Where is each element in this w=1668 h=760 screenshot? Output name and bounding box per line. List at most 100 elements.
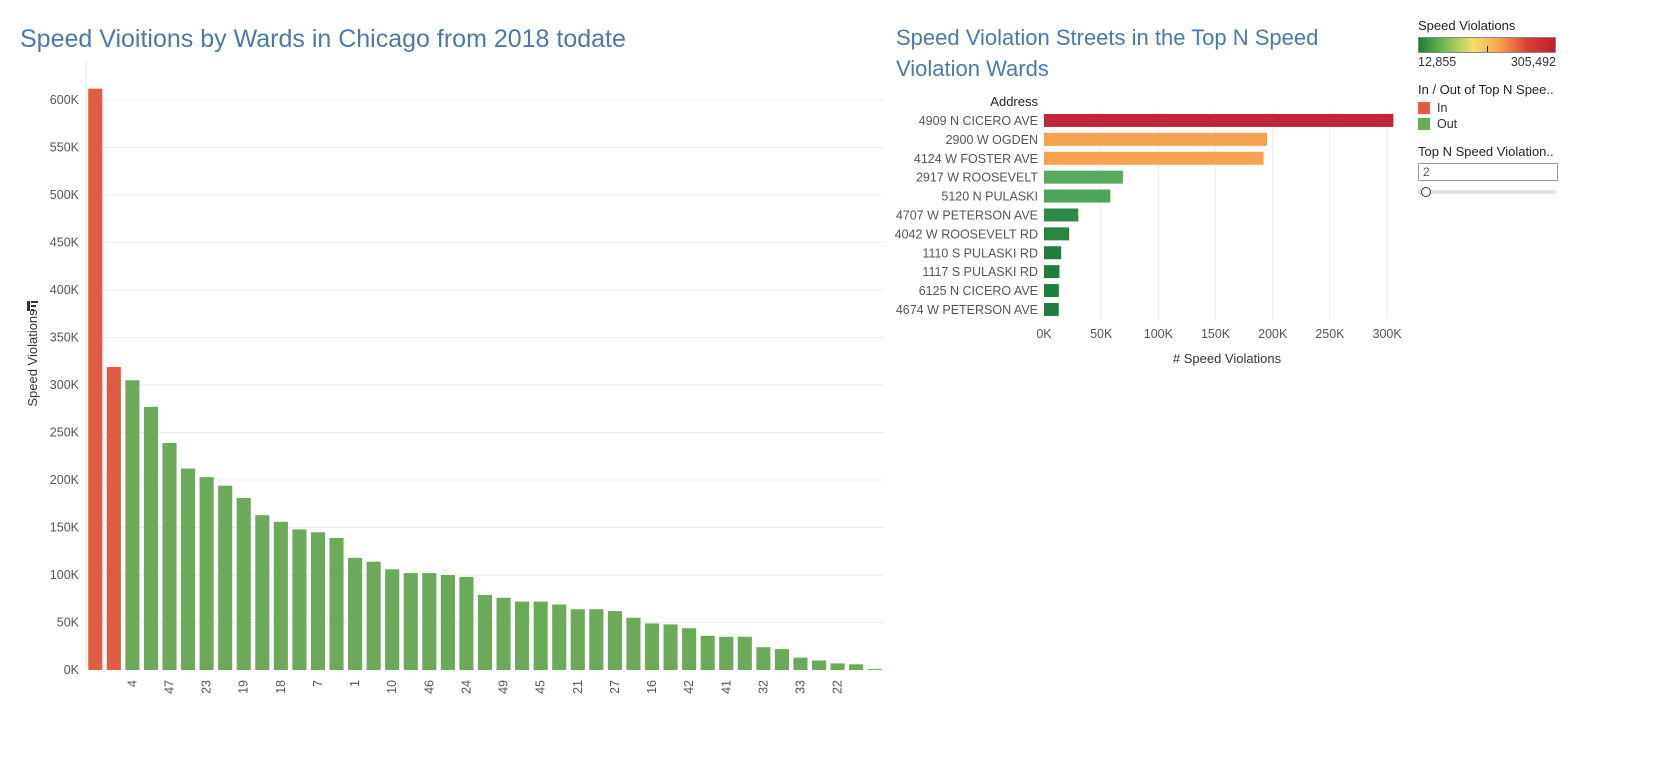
ward-bar[interactable] <box>422 573 437 670</box>
street-label: 5120 N PULASKI <box>941 190 1038 204</box>
ward-bar[interactable] <box>348 557 363 670</box>
ward-bar[interactable] <box>125 380 140 670</box>
x-tick-label: 16 <box>645 680 659 694</box>
ward-bar[interactable] <box>459 576 474 670</box>
ward-bar[interactable] <box>663 624 678 670</box>
street-bar[interactable] <box>1044 113 1394 127</box>
ward-bar-chart: 0K 50K 100K 150K 200K 250K 300K 350K 400K 450K 500… <box>25 62 884 694</box>
ward-bar[interactable] <box>366 561 381 670</box>
ward-bar[interactable] <box>496 597 511 670</box>
top-n-input[interactable] <box>1418 163 1558 181</box>
street-label: 1110 S PULASKI RD <box>922 246 1038 260</box>
left-x-axis: 4 47 23 19 18 7 1 10 46 24 49 45 21 27 16 42 41 32 33 22 <box>125 680 844 694</box>
ward-bar[interactable] <box>477 594 493 670</box>
ward-bar[interactable] <box>756 647 771 670</box>
x-tick-label: 18 <box>274 680 288 694</box>
ward-bar[interactable] <box>181 468 196 670</box>
ward-bar[interactable] <box>440 575 455 670</box>
right-x-axis-label: # Speed Violations <box>1173 351 1282 366</box>
y-tick-label: 450K <box>50 236 80 250</box>
x-tick-label: 32 <box>756 680 770 694</box>
street-bar[interactable] <box>1044 265 1060 279</box>
ward-bar[interactable] <box>199 477 214 670</box>
param-title: Top N Speed Violation.. <box>1418 144 1554 159</box>
street-bar[interactable] <box>1044 208 1079 222</box>
street-bar[interactable] <box>1044 302 1059 316</box>
left-bars <box>88 88 882 671</box>
ward-bar[interactable] <box>607 611 622 670</box>
left-y-axis: 0K 50K 100K 150K 200K 250K 300K 350K 400K 450K 500… <box>50 93 80 677</box>
x-tick-label: 4 <box>125 680 139 687</box>
x-tick-label: 0K <box>1036 327 1052 341</box>
ward-bar[interactable] <box>292 529 307 670</box>
ward-bar[interactable] <box>255 515 270 670</box>
ward-bar[interactable] <box>682 628 697 670</box>
x-tick-label: 46 <box>422 680 436 694</box>
ward-bar[interactable] <box>589 609 604 670</box>
legend-item-out[interactable]: Out <box>1418 117 1658 131</box>
legend-item-in[interactable]: In <box>1418 101 1658 115</box>
ward-bar[interactable] <box>830 663 845 670</box>
street-bar[interactable] <box>1044 227 1070 241</box>
legend-swatch-in <box>1418 102 1430 114</box>
street-bar[interactable] <box>1044 132 1268 146</box>
y-tick-label: 350K <box>50 331 80 345</box>
x-tick-label: 24 <box>459 680 473 694</box>
ward-bar[interactable] <box>218 485 233 670</box>
street-label: 1117 S PULASKI RD <box>922 265 1038 279</box>
top-n-slider[interactable] <box>1418 187 1556 197</box>
ward-bar[interactable] <box>88 88 103 671</box>
y-tick-label: 550K <box>50 141 80 155</box>
x-tick-label: 47 <box>163 680 177 694</box>
y-tick-label: 0K <box>64 663 80 677</box>
legend-label-out: Out <box>1437 117 1458 131</box>
ward-bar[interactable] <box>162 442 177 670</box>
right-row-labels: 4909 N CICERO AVE 2900 W OGDEN 4124 W FOST… <box>895 114 1039 317</box>
ward-bar[interactable] <box>867 669 882 671</box>
y-tick-label: 600K <box>50 93 80 107</box>
street-bar[interactable] <box>1044 170 1123 184</box>
street-bar[interactable] <box>1044 151 1264 165</box>
x-tick-label: 200K <box>1258 327 1288 341</box>
ward-bar[interactable] <box>737 636 752 670</box>
ward-bar[interactable] <box>329 537 344 670</box>
street-label: 2917 W ROOSEVELT <box>916 171 1038 185</box>
right-x-axis: 0K 50K 100K 150K 200K 250K 300K <box>1036 327 1402 341</box>
x-tick-label: 250K <box>1315 327 1345 341</box>
ward-bar[interactable] <box>552 604 567 670</box>
ward-bar[interactable] <box>310 532 326 670</box>
ward-bar[interactable] <box>774 649 789 670</box>
ward-bar[interactable] <box>236 498 251 670</box>
ward-bar[interactable] <box>626 617 641 670</box>
ward-bar[interactable] <box>570 609 585 670</box>
ward-bar[interactable] <box>811 660 827 671</box>
ward-bar[interactable] <box>143 406 159 670</box>
x-tick-label: 21 <box>571 680 585 694</box>
y-tick-label: 250K <box>50 426 80 440</box>
x-tick-label: 1 <box>348 680 362 687</box>
ward-bar[interactable] <box>403 573 418 670</box>
ward-bar[interactable] <box>644 623 660 670</box>
street-label: 2900 W OGDEN <box>946 133 1038 147</box>
ward-bar[interactable] <box>533 601 548 670</box>
street-bar[interactable] <box>1044 189 1111 203</box>
ward-bar[interactable] <box>700 635 715 670</box>
ward-bar[interactable] <box>273 521 288 670</box>
right-bars <box>1044 113 1394 316</box>
street-bar[interactable] <box>1044 246 1062 260</box>
ward-bar[interactable] <box>515 601 530 670</box>
ward-bar[interactable] <box>793 657 808 670</box>
ward-bar[interactable] <box>106 366 121 670</box>
ward-bar[interactable] <box>719 636 734 670</box>
left-chart-title: Speed Vioitions by Wards in Chicago from… <box>20 25 626 53</box>
sort-icon[interactable] <box>27 301 38 311</box>
y-tick-label: 150K <box>50 521 80 535</box>
street-bar[interactable] <box>1044 284 1059 298</box>
ward-bar[interactable] <box>849 664 864 670</box>
y-tick-label: 50K <box>57 616 80 630</box>
ward-bar[interactable] <box>385 569 400 670</box>
y-tick-label: 200K <box>50 473 80 487</box>
color-legend-max: 305,492 <box>1510 55 1556 69</box>
slider-handle[interactable] <box>1421 187 1431 197</box>
street-label: 4909 N CICERO AVE <box>919 114 1038 128</box>
